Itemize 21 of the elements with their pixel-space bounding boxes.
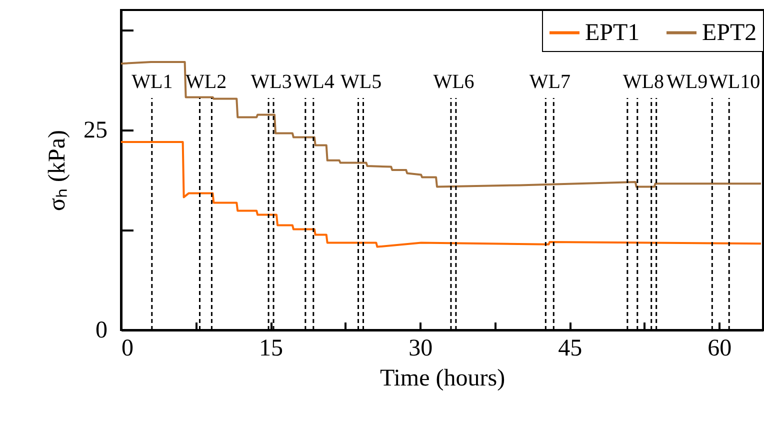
- annotation: WL6: [433, 71, 474, 93]
- annotation: WL4: [293, 71, 334, 93]
- x-tick-label: 15: [259, 336, 284, 362]
- line-series: [120, 61, 762, 188]
- x-axis-title: Time (hours): [380, 366, 506, 392]
- legend-label: EPT1: [585, 20, 640, 46]
- annotation: WL1: [132, 71, 173, 93]
- annotation: WL9: [666, 71, 708, 93]
- x-tick-label: 60: [708, 336, 732, 362]
- y-tick-label: 25: [84, 118, 108, 144]
- line-series: [120, 141, 762, 248]
- annotation: WL8: [622, 71, 664, 93]
- legend-label: EPT2: [702, 20, 757, 46]
- x-tick-label: 30: [408, 336, 433, 362]
- x-tick-label: 45: [558, 336, 582, 362]
- x-tick-label: 0: [122, 336, 134, 362]
- annotation: WL3: [250, 71, 292, 93]
- annotation: WL10: [709, 71, 760, 93]
- annotation: WL7: [529, 71, 571, 93]
- y-axis-title: σₕ (kPa): [44, 130, 70, 211]
- annotation: WL5: [340, 71, 382, 93]
